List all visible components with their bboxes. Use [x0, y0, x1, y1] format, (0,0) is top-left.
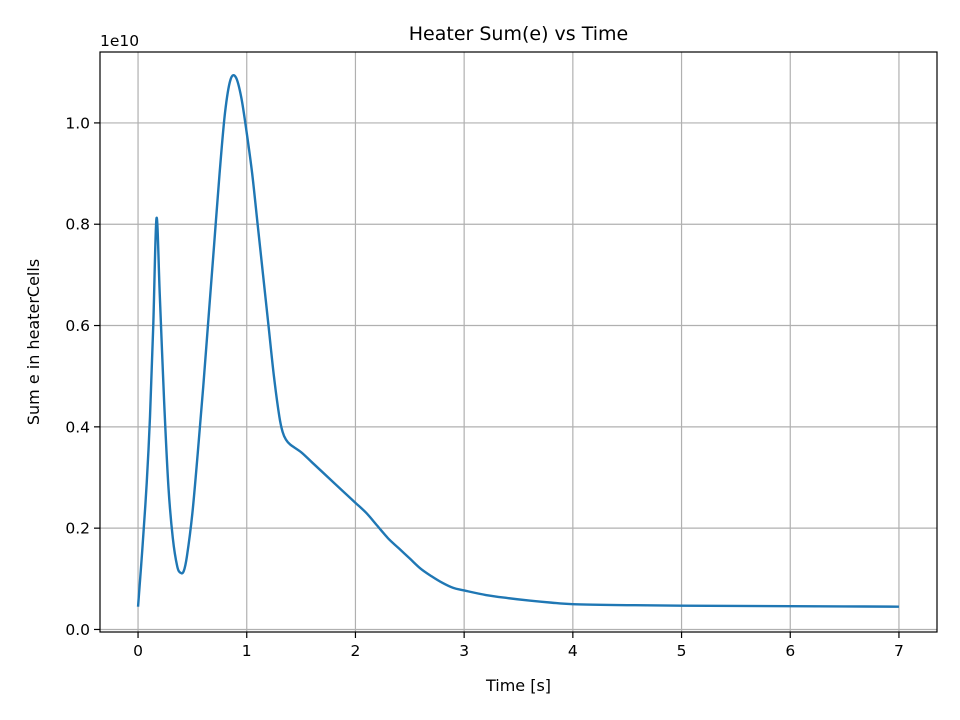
- x-tick-label: 0: [133, 642, 143, 660]
- chart-title: Heater Sum(e) vs Time: [409, 23, 628, 45]
- series-layer: [136, 74, 899, 608]
- x-tick-label: 2: [351, 642, 361, 660]
- series-line: [136, 74, 899, 608]
- x-tick-label: 1: [242, 642, 252, 660]
- y-tick-label: 0.6: [65, 317, 90, 335]
- y-tick-label: 0.4: [65, 418, 90, 436]
- x-tick-label: 6: [785, 642, 795, 660]
- x-tick-label: 3: [459, 642, 469, 660]
- y-axis-offset-label: 1e10: [100, 32, 139, 50]
- ticks: 0 1 2 3 4 5 6 7 0.0 0.2 0.4 0.6 0.8 1.0: [65, 114, 904, 660]
- y-tick-label: 0.0: [65, 621, 90, 639]
- x-tick-label: 7: [894, 642, 904, 660]
- y-axis-label: Sum e in heaterCells: [24, 259, 43, 425]
- y-tick-label: 0.8: [65, 216, 90, 234]
- y-tick-label: 1.0: [65, 114, 90, 132]
- x-axis-label: Time [s]: [485, 676, 551, 695]
- x-tick-label: 5: [677, 642, 687, 660]
- y-tick-label: 0.2: [65, 520, 90, 538]
- plot-frame: [99, 51, 938, 633]
- x-tick-label: 4: [568, 642, 578, 660]
- grid: [100, 52, 937, 632]
